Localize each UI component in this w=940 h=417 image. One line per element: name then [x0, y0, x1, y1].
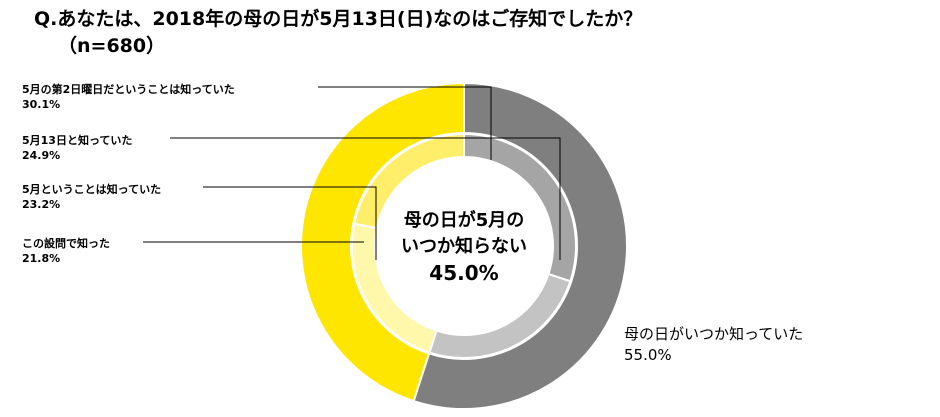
chart-title-line1: Q.あなたは、2018年の母の日が5月13日(日)なのはご存知でしたか？: [34, 8, 643, 30]
center-label-line1: 母の日が5月の: [404, 209, 525, 231]
chart-title: Q.あなたは、2018年の母の日が5月13日(日)なのはご存知でしたか？ （n=…: [34, 6, 914, 60]
leader-second-sunday: [318, 86, 492, 160]
leader-lines: [143, 86, 561, 260]
slice-value-may-13: 24.9%: [22, 149, 60, 162]
outer-value-known: 55.0%: [624, 346, 672, 364]
inner-ring: [351, 132, 577, 359]
inner-slice-learned-here: [353, 132, 465, 230]
slice-value-may-only: 23.2%: [22, 198, 60, 211]
chart-title-sample-size: （n=680）: [58, 35, 166, 57]
outer-label-known: 母の日がいつか知っていた: [624, 325, 803, 343]
leader-may-13: [170, 137, 561, 260]
leader-may-only: [203, 186, 377, 260]
slice-value-learned-here: 21.8%: [22, 252, 60, 265]
center-label-value: 45.0%: [429, 261, 498, 285]
slice-value-second-sunday: 30.1%: [22, 98, 60, 111]
slice-label-learned-here: この設問で知った: [22, 236, 110, 250]
center-label-line2: いつか知らない: [401, 235, 527, 257]
slice-label-may-13: 5月13日と知っていた: [22, 133, 132, 147]
slice-label-second-sunday: 5月の第2日曜日だということは知っていた: [22, 82, 235, 96]
slice-label-may-only: 5月ということは知っていた: [22, 182, 161, 196]
